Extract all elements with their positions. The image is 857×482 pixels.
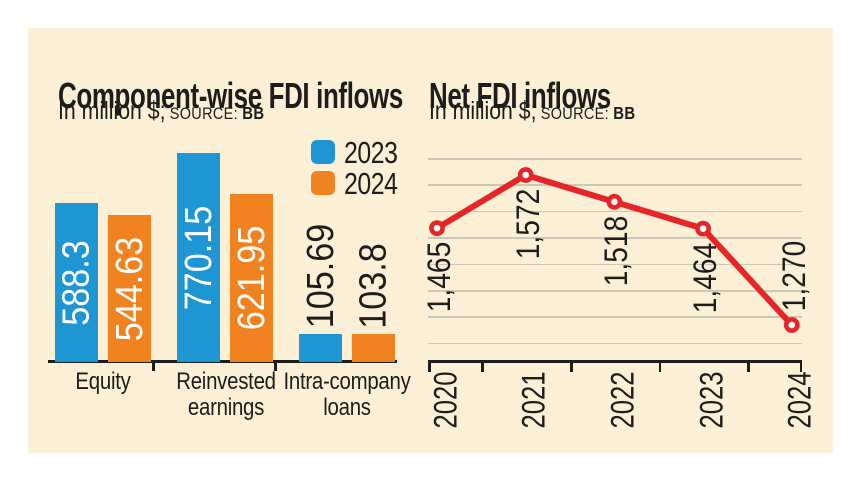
- legend-swatch-2024: [311, 171, 335, 195]
- line-chart-source-value: BB: [613, 103, 636, 123]
- x-axis-year-label-2022: 2022: [604, 371, 641, 429]
- line-chart-x-axis: [428, 360, 802, 363]
- legend-swatch-2023: [311, 140, 335, 164]
- bar-chart-category-label-1: Reinvested earnings: [175, 368, 276, 421]
- bar-chart-source-label: SOURCE:: [169, 104, 238, 123]
- bar-2024-equity: [108, 214, 151, 363]
- bar-chart-category-label-0: Equity: [75, 368, 131, 395]
- bar-value-label-2023-1: 770.15: [177, 205, 220, 311]
- line-chart-axis-tick-3: [658, 360, 662, 372]
- line-value-label-2020: 1,465: [421, 242, 458, 313]
- line-chart-unit-label: In million $;: [429, 97, 537, 125]
- line-chart-axis-tick-0: [428, 360, 431, 372]
- x-axis-year-label-2023: 2023: [693, 371, 730, 429]
- bar-2023-intra-company-loans: [299, 333, 342, 363]
- bar-value-label-2024-1: 621.95: [230, 225, 273, 331]
- bar-chart-title: Component-wise FDI inflows: [58, 75, 403, 117]
- line-value-label-2024: 1,270: [775, 240, 812, 312]
- x-axis-year-label-2021: 2021: [515, 371, 552, 429]
- bar-2023-reinvested-earnings: [177, 153, 220, 363]
- line-chart-axis-tick-1: [481, 360, 484, 372]
- bar-value-label-2024-2: 103.8: [352, 242, 395, 329]
- x-axis-year-label-2024: 2024: [781, 371, 818, 429]
- line-chart-gridline-7: [428, 342, 802, 345]
- legend-item-2023: 2023: [311, 134, 411, 170]
- line-value-label-2023: 1,464: [687, 242, 724, 314]
- line-chart-axis-tick-4: [747, 360, 750, 372]
- legend-item-2024: 2024: [311, 165, 411, 201]
- bar-chart-category-label-2: Intra-company loans: [283, 368, 411, 421]
- bar-value-label-2024-0: 544.63: [108, 236, 151, 341]
- line-chart-axis-tick-5: [799, 360, 802, 372]
- line-chart-gridline-1: [428, 184, 802, 186]
- bar-chart-axis-tick-1: [274, 360, 277, 371]
- bar-value-label-2023-0: 588.3: [55, 239, 98, 326]
- bar-chart-subtitle: In million $; SOURCE: BB: [58, 98, 264, 124]
- legend-label-2023: 2023: [344, 134, 398, 170]
- bar-2023-equity: [55, 202, 98, 363]
- line-chart-subtitle: In million $; SOURCE: BB: [429, 98, 635, 124]
- bar-chart-source-value: BB: [242, 103, 265, 123]
- bar-2024-reinvested-earnings: [230, 193, 273, 363]
- line-chart-title: Net FDI inflows: [429, 75, 611, 117]
- line-chart-gridline-2: [428, 210, 802, 213]
- line-chart-gridline-6: [428, 316, 802, 318]
- line-value-label-2022: 1,518: [598, 215, 635, 287]
- line-chart-axis-tick-2: [570, 360, 573, 372]
- x-axis-year-label-2020: 2020: [427, 371, 464, 429]
- line-value-label-2021: 1,572: [509, 188, 546, 260]
- bar-chart-unit-label: In million $;: [58, 97, 166, 125]
- bar-2024-intra-company-loans: [352, 334, 395, 363]
- line-chart-gridline-0: [428, 158, 802, 160]
- bar-value-label-2023-2: 105.69: [299, 223, 342, 328]
- bar-chart-x-axis: [48, 360, 397, 363]
- line-chart-gridline-5: [428, 290, 802, 292]
- line-chart-source-label: SOURCE:: [540, 104, 609, 123]
- legend-label-2024: 2024: [344, 165, 398, 201]
- bar-chart-axis-tick-0: [152, 360, 155, 371]
